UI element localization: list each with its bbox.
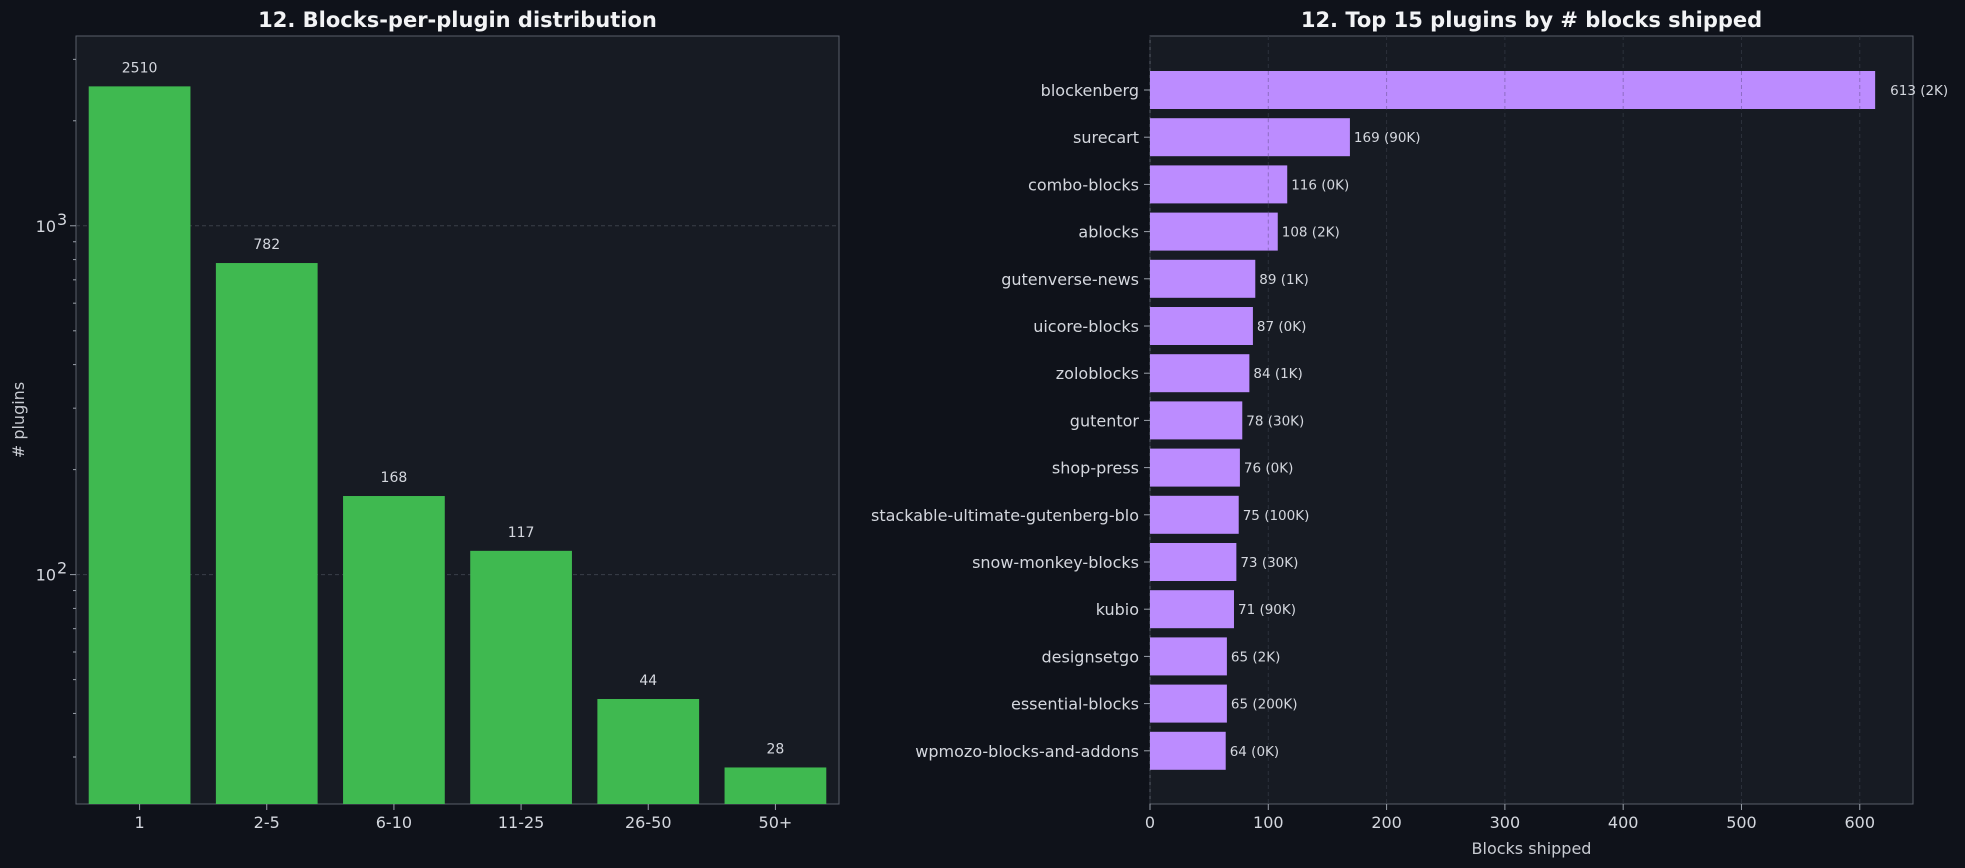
left-y-tick-label: 10 [36,566,56,585]
right-bar-value-label: 73 (30K) [1240,555,1298,571]
right-bar-value-label: 64 (0K) [1230,744,1279,760]
right-y-tick-label: stackable-ultimate-gutenberg-blo [871,506,1139,525]
left-x-tick-label: 2-5 [254,813,280,832]
right-bar-value-label: 84 (1K) [1253,366,1302,382]
right-x-tick-label: 600 [1844,813,1875,832]
left-bars: 2510 782 168 117 44 28 [88,60,827,805]
right-bar-value-label: 65 (2K) [1231,649,1280,665]
right-plot-area [1149,35,1914,805]
right-x-tick-label: 0 [1145,813,1155,832]
left-x-tick-label: 26-50 [625,813,672,832]
left-bar-value-label: 117 [508,525,535,541]
right-bar [1150,637,1227,676]
left-bar-value-label: 2510 [122,60,158,76]
right-bar-value-label: 169 (90K) [1354,130,1421,146]
right-y-tick-label: designsetgo [1042,647,1139,666]
left-x-ticks: 1 2-5 6-10 11-25 26-50 50+ [134,804,792,832]
right-y-tick-label: combo-blocks [1028,175,1139,194]
right-bar-value-label: 76 (0K) [1244,461,1293,477]
right-bar [1150,71,1876,109]
right-y-ticks: blockenberg surecart combo-blocks ablocks gu… [871,81,1150,761]
right-x-tick-label: 400 [1608,813,1639,832]
left-bar [88,86,191,804]
right-bar [1150,448,1240,487]
left-bar-value-label: 782 [253,237,280,253]
right-y-tick-label: wpmozo-blocks-and-addons [915,742,1139,761]
right-bar [1150,401,1243,440]
right-y-tick-label: snow-monkey-blocks [972,553,1139,572]
right-y-tick-label: gutenverse-news [1001,270,1139,289]
right-bar-value-label: 108 (2K) [1282,225,1340,241]
right-gridlines [1149,36,1861,804]
left-chart-title: 12. Blocks-per-plugin distribution [258,8,657,32]
left-plot-area [75,35,840,805]
left-chart: 12. Blocks-per-plugin distribution # plu… [9,8,840,832]
right-chart-title: 12. Top 15 plugins by # blocks shipped [1301,8,1762,32]
right-bar-value-label: 89 (1K) [1259,272,1308,288]
left-bar-value-label: 28 [767,741,785,757]
right-bar [1150,495,1239,534]
right-x-tick-label: 200 [1371,813,1402,832]
right-x-ticks: 0 100 200 300 400 500 600 [1145,804,1875,832]
right-bars: 613 (2K) 169 (90K) 116 (0K) 108 (2K) 89 (1K)… [1150,71,1948,770]
right-x-tick-label: 100 [1253,813,1284,832]
left-bar [724,767,827,804]
right-y-tick-label: blockenberg [1041,81,1139,100]
right-bar [1150,307,1253,345]
right-bar [1150,543,1237,581]
right-y-tick-label: kubio [1096,600,1139,619]
right-bar [1150,212,1278,251]
right-x-axis-label: Blocks shipped [1472,839,1592,858]
right-y-tick-label: ablocks [1078,223,1139,242]
left-x-tick-label: 1 [134,813,144,832]
left-bar-value-label: 168 [381,470,408,486]
left-bar [343,496,445,804]
right-bar [1150,118,1350,157]
left-x-tick-label: 11-25 [498,813,545,832]
right-bar [1150,354,1250,393]
right-bar-value-label: 87 (0K) [1257,319,1306,335]
right-bar [1150,731,1226,770]
right-x-tick-label: 500 [1726,813,1757,832]
right-bar-value-label: 75 (100K) [1243,508,1310,524]
left-y-axis-label: # plugins [9,382,28,458]
right-chart: 12. Top 15 plugins by # blocks shipped B… [871,8,1948,858]
right-bar-value-label: 116 (0K) [1291,177,1349,193]
right-bar-value-label: 613 (2K) [1890,83,1948,99]
left-y-tick-exponent: 3 [57,210,67,229]
right-y-tick-label: gutentor [1070,411,1140,430]
left-x-tick-label: 6-10 [376,813,412,832]
left-bar-value-label: 44 [639,673,657,689]
right-x-tick-label: 300 [1490,813,1521,832]
left-bar [597,698,700,804]
left-bar [470,550,572,804]
left-y-tick-label: 10 [36,217,56,236]
right-y-tick-label: shop-press [1052,459,1139,478]
right-bar [1150,259,1256,298]
right-y-tick-label: surecart [1073,128,1139,147]
right-bar-value-label: 71 (90K) [1238,602,1296,618]
right-bar-value-label: 78 (30K) [1246,413,1304,429]
right-bar [1150,684,1227,723]
left-gridlines [76,225,839,576]
left-x-tick-label: 50+ [759,813,793,832]
right-y-tick-label: uicore-blocks [1033,317,1139,336]
right-bar [1150,590,1234,629]
left-bar [215,263,318,805]
right-bar [1150,165,1288,204]
right-bar-value-label: 65 (200K) [1231,697,1298,713]
left-y-tick-exponent: 2 [57,559,67,578]
right-y-tick-label: essential-blocks [1011,695,1139,714]
right-y-tick-label: zoloblocks [1056,364,1139,383]
